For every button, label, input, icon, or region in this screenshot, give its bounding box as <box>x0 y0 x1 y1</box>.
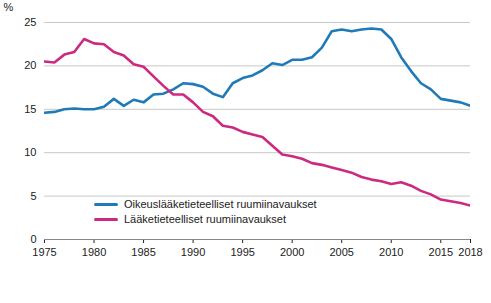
svg-text:25: 25 <box>24 16 36 28</box>
svg-text:20: 20 <box>24 59 36 71</box>
svg-text:2015: 2015 <box>429 246 453 258</box>
svg-text:0: 0 <box>30 233 36 245</box>
svg-text:1995: 1995 <box>230 246 254 258</box>
svg-text:15: 15 <box>24 103 36 115</box>
svg-text:1985: 1985 <box>131 246 155 258</box>
svg-text:10: 10 <box>24 146 36 158</box>
svg-text:1980: 1980 <box>82 246 106 258</box>
svg-text:2000: 2000 <box>280 246 304 258</box>
html-text:Lääketieteelliset ruumiinavauk: Lääketieteelliset ruumiinavaukset <box>124 213 286 225</box>
svg-text:1975: 1975 <box>32 246 56 258</box>
svg-text:5: 5 <box>30 190 36 202</box>
svg-text:2018: 2018 <box>458 246 482 258</box>
svg-text:1990: 1990 <box>181 246 205 258</box>
svg-text:%: % <box>4 1 14 13</box>
svg-text:2005: 2005 <box>329 246 353 258</box>
svg-text:2010: 2010 <box>379 246 403 258</box>
html-text:Oikeuslääketieteelliset ruumii: Oikeuslääketieteelliset ruumiinavaukset <box>124 198 317 210</box>
